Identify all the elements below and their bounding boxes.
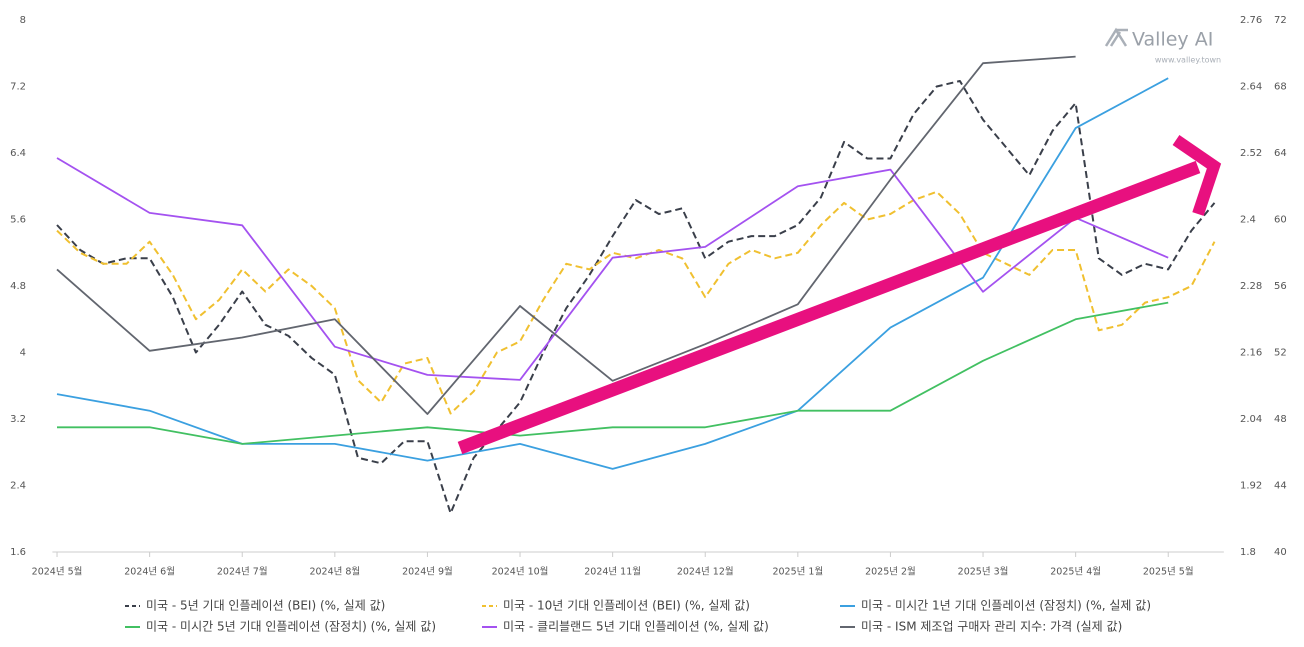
y-tick-label: 4 xyxy=(20,348,26,359)
x-tick-label: 2025년 4월 xyxy=(1050,566,1101,578)
y-tick-label: 1.6 xyxy=(10,547,26,558)
x-tick-label: 2025년 3월 xyxy=(958,566,1009,578)
y3-tick-label: 68 xyxy=(1274,82,1287,93)
legend-label: 미국 - ISM 제조업 구매자 관리 지수: 가격 (실제 값) xyxy=(861,620,1122,634)
logo-text: Valley AI xyxy=(1132,29,1213,51)
x-tick-label: 2025년 2월 xyxy=(865,566,916,578)
legend-label: 미국 - 미시간 5년 기대 인플레이션 (잠정치) (%, 실제 값) xyxy=(146,620,436,634)
y-tick-label: 5.6 xyxy=(10,215,26,226)
y-tick-label: 8 xyxy=(20,15,26,26)
x-tick-label: 2025년 5월 xyxy=(1143,566,1194,578)
series-line xyxy=(56,55,1076,415)
y3-tick-label: 60 xyxy=(1274,215,1287,226)
y-tick-label: 4.8 xyxy=(10,281,26,292)
legend-label: 미국 - 클리블랜드 5년 기대 인플레이션 (%, 실제 값) xyxy=(503,620,769,634)
y3-tick-label: 52 xyxy=(1274,348,1287,359)
logo-url: www.valley.town xyxy=(1155,56,1221,65)
y2-tick-label: 1.92 xyxy=(1240,481,1262,492)
y3-tick-label: 56 xyxy=(1274,281,1287,292)
y2-tick-label: 2.16 xyxy=(1240,348,1262,359)
series-line xyxy=(56,190,1216,415)
y3-tick-label: 64 xyxy=(1274,148,1287,159)
y2-tick-label: 2.28 xyxy=(1240,281,1262,292)
y3-tick-label: 72 xyxy=(1274,15,1287,26)
y3-tick-label: 44 xyxy=(1274,481,1287,492)
trend-arrow xyxy=(457,135,1222,455)
y3-tick-label: 40 xyxy=(1274,547,1287,558)
x-tick-label: 2024년 11월 xyxy=(584,566,641,578)
y2-tick-label: 2.64 xyxy=(1240,82,1262,93)
x-tick-label: 2024년 10월 xyxy=(492,566,549,578)
arrow-shaft xyxy=(457,160,1201,455)
y-tick-label: 6.4 xyxy=(10,148,26,159)
x-tick-label: 2024년 5월 xyxy=(32,566,83,578)
legend-label: 미국 - 10년 기대 인플레이션 (BEI) (%, 실제 값) xyxy=(503,599,750,613)
series-line xyxy=(57,301,1169,445)
x-tick-label: 2024년 7월 xyxy=(217,566,268,578)
x-tick-label: 2024년 6월 xyxy=(124,566,175,578)
x-tick-label: 2024년 8월 xyxy=(309,566,360,578)
arrow-head xyxy=(1172,135,1222,216)
y2-tick-label: 2.4 xyxy=(1240,215,1256,226)
legend-label: 미국 - 미시간 1년 기대 인플레이션 (잠정치) (%, 실제 값) xyxy=(861,599,1151,613)
x-tick-label: 2024년 9월 xyxy=(402,566,453,578)
x-tick-label: 2024년 12월 xyxy=(677,566,734,578)
y2-tick-label: 2.52 xyxy=(1240,148,1262,159)
y2-tick-label: 1.8 xyxy=(1240,547,1256,558)
logo-icon xyxy=(1104,27,1128,47)
logo: Valley AI www.valley.town xyxy=(1104,27,1221,65)
y3-tick-label: 48 xyxy=(1274,414,1287,425)
y-tick-label: 2.4 xyxy=(10,481,26,492)
y-tick-label: 7.2 xyxy=(10,82,26,93)
series-line xyxy=(56,80,1216,515)
x-tick-label: 2025년 1월 xyxy=(772,566,823,578)
series-line xyxy=(56,157,1169,381)
y2-tick-label: 2.04 xyxy=(1240,414,1262,425)
y-tick-label: 3.2 xyxy=(10,414,26,425)
legend-label: 미국 - 5년 기대 인플레이션 (BEI) (%, 실제 값) xyxy=(146,599,385,613)
y2-tick-label: 2.76 xyxy=(1240,15,1262,26)
series-line xyxy=(56,77,1169,470)
